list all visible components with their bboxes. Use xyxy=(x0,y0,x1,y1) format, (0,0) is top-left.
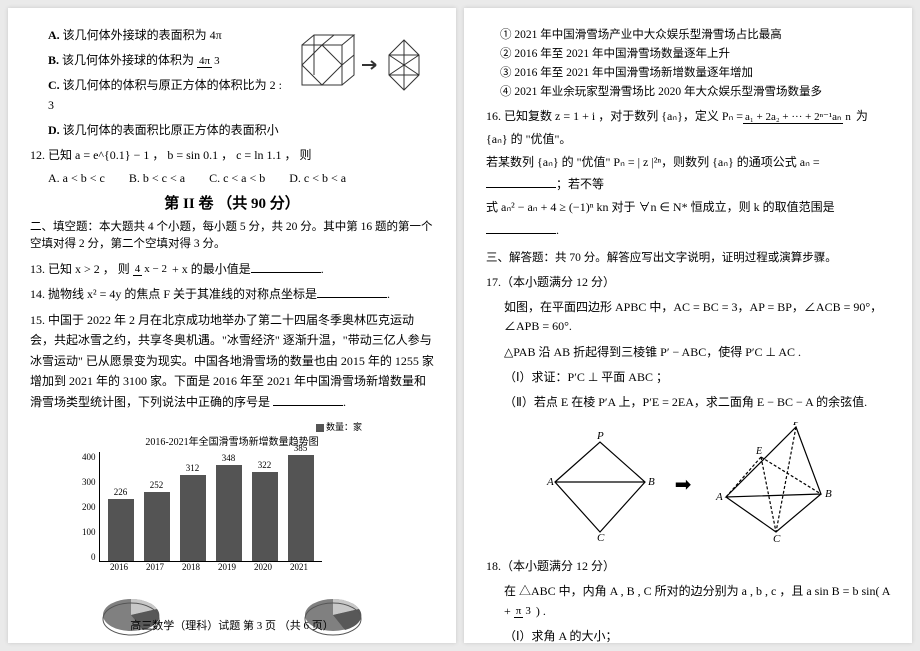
q17-b: △PAB 沿 AB 折起得到三棱锥 P′ − ABC，使得 P′C ⊥ AC . xyxy=(504,343,890,362)
q17-a: 如图，在平面四边形 APBC 中，AC = BC = 3，AP = BP，∠AC… xyxy=(504,298,890,336)
q18-a: 在 △ABC 中，内角 A , B , C 所对的边分别为 a , b , c … xyxy=(504,582,890,620)
svg-text:B: B xyxy=(825,488,832,500)
stmt-4: ④ 2021 年业余玩家型滑雪场比 2020 年大众娱乐型滑雪场数量多 xyxy=(500,83,890,99)
q12-opts: A. a < b < cB. b < c < aC. c < a < bD. c… xyxy=(48,171,434,186)
q15: 15. 中国于 2022 年 2 月在北京成功地举办了第二十四届冬季奥林匹克运动… xyxy=(30,310,434,412)
q16: 16. 已知复数 z = 1 + i ，对于数列 {aₙ}，定义 Pₙ =a₁ … xyxy=(486,105,890,242)
svg-text:P: P xyxy=(596,430,604,442)
q14: 14. 抛物线 x² = 4y 的焦点 F 关于其准线的对称点坐标是. xyxy=(30,285,434,304)
stmt-2: ② 2016 年至 2021 年中国滑雪场数量逐年上升 xyxy=(500,45,890,61)
svg-text:E: E xyxy=(755,446,762,457)
q11-opt-a: A. 该几何体外接球的表面积为 4π xyxy=(48,26,286,45)
solve-instr: 三、解答题：共 70 分。解答应写出文字说明，证明过程或演算步骤。 xyxy=(486,250,890,267)
q18-head: 18.（本小题满分 12 分） xyxy=(486,557,890,576)
q17-diagram: APBC ➡ P′EABC xyxy=(486,422,890,547)
q11-opt-b: B. 该几何体外接球的体积为 4π3 xyxy=(48,51,286,70)
q17-i: （Ⅰ）求证：P′C ⊥ 平面 ABC ； xyxy=(504,368,890,387)
q17-ii: （Ⅱ）若点 E 在棱 P′A 上，P′E = 2EA，求二面角 E − BC −… xyxy=(504,393,890,412)
svg-text:A: A xyxy=(715,491,723,503)
svg-text:B: B xyxy=(648,476,655,488)
footer-left: 高三数学（理科）试题 第 3 页 （共 6 页） xyxy=(8,617,456,633)
q11-opt-c: C. 该几何体的体积与原正方体的体积比为 2 : 3 xyxy=(48,76,286,114)
part2-title: 第 II 卷 （共 90 分） xyxy=(30,192,434,213)
svg-text:A: A xyxy=(546,476,554,488)
q11-opt-d: D. 该几何体的表面积比原正方体的表面积小 xyxy=(48,121,286,140)
svg-text:C: C xyxy=(597,532,605,542)
q11-diagram xyxy=(294,30,434,100)
bar-chart: 数量：家 2016-2021年全国滑雪场新增数量趋势图 400300200100… xyxy=(82,420,382,572)
stmt-3: ③ 2016 年至 2021 年中国滑雪场新增数量逐年增加 xyxy=(500,64,890,80)
q12-stem: 12. 已知 a = e^{0.1} − 1 ， b = sin 0.1 ， c… xyxy=(30,146,434,165)
svg-text:P′: P′ xyxy=(792,422,803,428)
stmt-1: ① 2021 年中国滑雪场产业中大众娱乐型滑雪场占比最高 xyxy=(500,26,890,42)
q17-head: 17.（本小题满分 12 分） xyxy=(486,273,890,292)
svg-text:C: C xyxy=(773,533,781,545)
pie-charts: 大众娱乐型46%专业技能型26% 业余玩家型 34% 2020年滑雪场类型图 大… xyxy=(30,584,434,643)
fill-instr: 二、填空题：本大题共 4 个小题，每小题 5 分，共 20 分。其中第 16 题… xyxy=(30,219,434,254)
q18-i: （Ⅰ）求角 A 的大小； xyxy=(504,627,890,643)
q13: 13. 已知 x > 2 ， 则 4x − 2 + x 的最小值是. xyxy=(30,260,434,279)
